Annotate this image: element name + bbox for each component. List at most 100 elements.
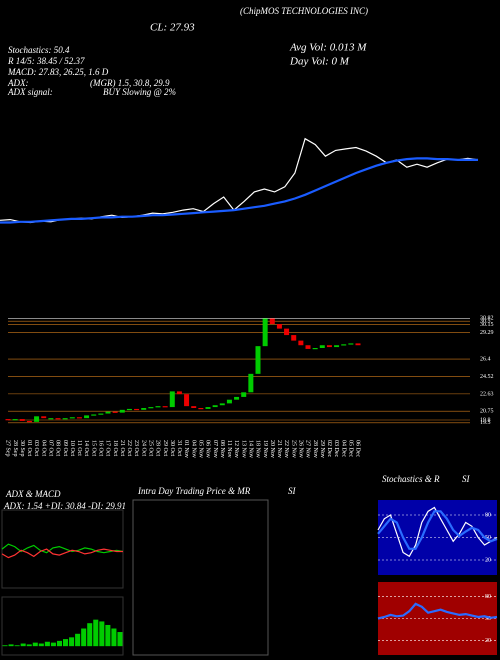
x-tick-label: 04 Oct — [40, 440, 46, 456]
candle-body — [134, 408, 140, 411]
candle-body — [176, 391, 182, 395]
candle-body — [91, 414, 97, 416]
x-tick-label: 22 Oct — [126, 440, 132, 456]
x-tick-label: 31 Oct — [176, 440, 182, 456]
x-tick-label: 28 Nov — [312, 440, 318, 458]
candle-body — [219, 403, 225, 406]
y-tick-label: 30.82 — [480, 316, 494, 322]
x-tick-label: 05 Nov — [197, 440, 203, 458]
x-tick-label: 21 Nov — [276, 440, 282, 458]
candle-body — [355, 343, 361, 346]
panel-background — [378, 582, 497, 655]
candle-body — [34, 416, 40, 422]
x-tick-label: 07 Nov — [212, 440, 218, 458]
x-tick-label: 14 Oct — [83, 440, 89, 456]
panel-subtitle: SI — [462, 474, 471, 484]
x-tick-label: 05 Dec — [347, 440, 353, 457]
x-tick-label: 04 Dec — [340, 440, 346, 457]
bar — [2, 645, 8, 647]
x-tick-label: 18 Nov — [255, 440, 261, 458]
candle-body — [312, 348, 318, 350]
series-line — [0, 157, 478, 224]
y-tick-label: 50 — [485, 535, 491, 541]
y-tick-label: 30.5 — [480, 319, 491, 325]
x-tick-label: 01 Nov — [183, 440, 189, 458]
candle-body — [41, 416, 47, 419]
bar — [8, 644, 14, 647]
stochastics: Stochastics: 50.4 — [8, 45, 70, 55]
bar — [105, 624, 111, 647]
x-tick-label: 16 Oct — [97, 440, 103, 456]
candle-body — [276, 324, 282, 329]
panel-subtitle: ADX: 1.54 +DI: 30.84 -DI: 29.91 — [3, 501, 126, 511]
x-tick-label: 12 Nov — [233, 440, 239, 458]
candle-body — [62, 418, 68, 420]
bar — [26, 644, 32, 647]
candle-body — [84, 415, 90, 419]
panel-frame — [1, 596, 124, 656]
bar — [56, 640, 62, 647]
candle-body — [105, 411, 111, 414]
bar — [75, 633, 81, 647]
candle-body — [341, 344, 347, 346]
intraday-title-suffix: SI — [288, 486, 297, 496]
bar — [69, 637, 75, 647]
candle-body — [5, 419, 11, 421]
y-tick-label: 20 — [485, 638, 491, 644]
y-tick-label: 20.75 — [480, 409, 494, 415]
x-tick-label: 25 Oct — [147, 440, 153, 456]
bar — [93, 619, 99, 647]
series-line — [377, 602, 498, 620]
intraday-box — [132, 499, 269, 656]
x-tick-label: 01 Oct — [26, 440, 32, 456]
candle-body — [269, 318, 275, 324]
x-tick-label: 09 Oct — [62, 440, 68, 456]
adx-signal: ADX signal: — [7, 87, 53, 97]
candle-body — [126, 408, 132, 411]
y-tick-label: 80 — [485, 594, 491, 600]
bar — [38, 643, 44, 647]
close: CL: 27.93 — [150, 22, 195, 34]
candle-body — [255, 346, 261, 374]
candle-body — [334, 345, 340, 348]
x-tick-label: 06 Dec — [355, 440, 361, 457]
x-tick-label: 20 Nov — [269, 440, 275, 458]
x-tick-label: 17 Oct — [105, 440, 111, 456]
candle-body — [169, 391, 175, 408]
candle-body — [184, 394, 190, 407]
candle-body — [162, 406, 168, 408]
x-tick-label: 21 Oct — [119, 440, 125, 456]
x-tick-label: 28 Oct — [155, 440, 161, 456]
bar — [99, 621, 105, 647]
series-line — [377, 510, 498, 550]
x-tick-label: 28 Sep — [12, 440, 18, 457]
candle-body — [248, 373, 254, 393]
bar — [44, 641, 50, 647]
bar — [81, 628, 87, 647]
bar — [32, 642, 38, 647]
candle-body — [48, 418, 54, 420]
y-tick-label: 24.52 — [480, 374, 494, 380]
x-tick-label: 18 Oct — [112, 440, 118, 456]
x-tick-label: 02 Dec — [326, 440, 332, 457]
x-tick-label: 23 Oct — [133, 440, 139, 456]
x-tick-label: 25 Nov — [290, 440, 296, 458]
x-tick-label: 07 Oct — [47, 440, 53, 456]
candle-body — [155, 406, 161, 408]
x-tick-label: 30 Oct — [169, 440, 175, 456]
candle-body — [284, 328, 290, 336]
bar — [111, 628, 117, 647]
y-tick-label: 19.8 — [480, 417, 491, 423]
x-tick-label: 11 Oct — [76, 440, 82, 456]
candle-body — [141, 408, 147, 410]
candle-body — [348, 343, 354, 345]
x-tick-label: 30 Sep — [19, 440, 25, 457]
x-tick-label: 03 Dec — [333, 440, 339, 457]
panel-title: Stochastics & R — [382, 474, 440, 484]
candle-body — [319, 345, 325, 348]
x-tick-label: 29 Oct — [162, 440, 168, 456]
candle-body — [98, 413, 104, 415]
candle-body — [148, 407, 154, 409]
x-tick-label: 06 Nov — [205, 440, 211, 458]
candle-body — [205, 407, 211, 409]
